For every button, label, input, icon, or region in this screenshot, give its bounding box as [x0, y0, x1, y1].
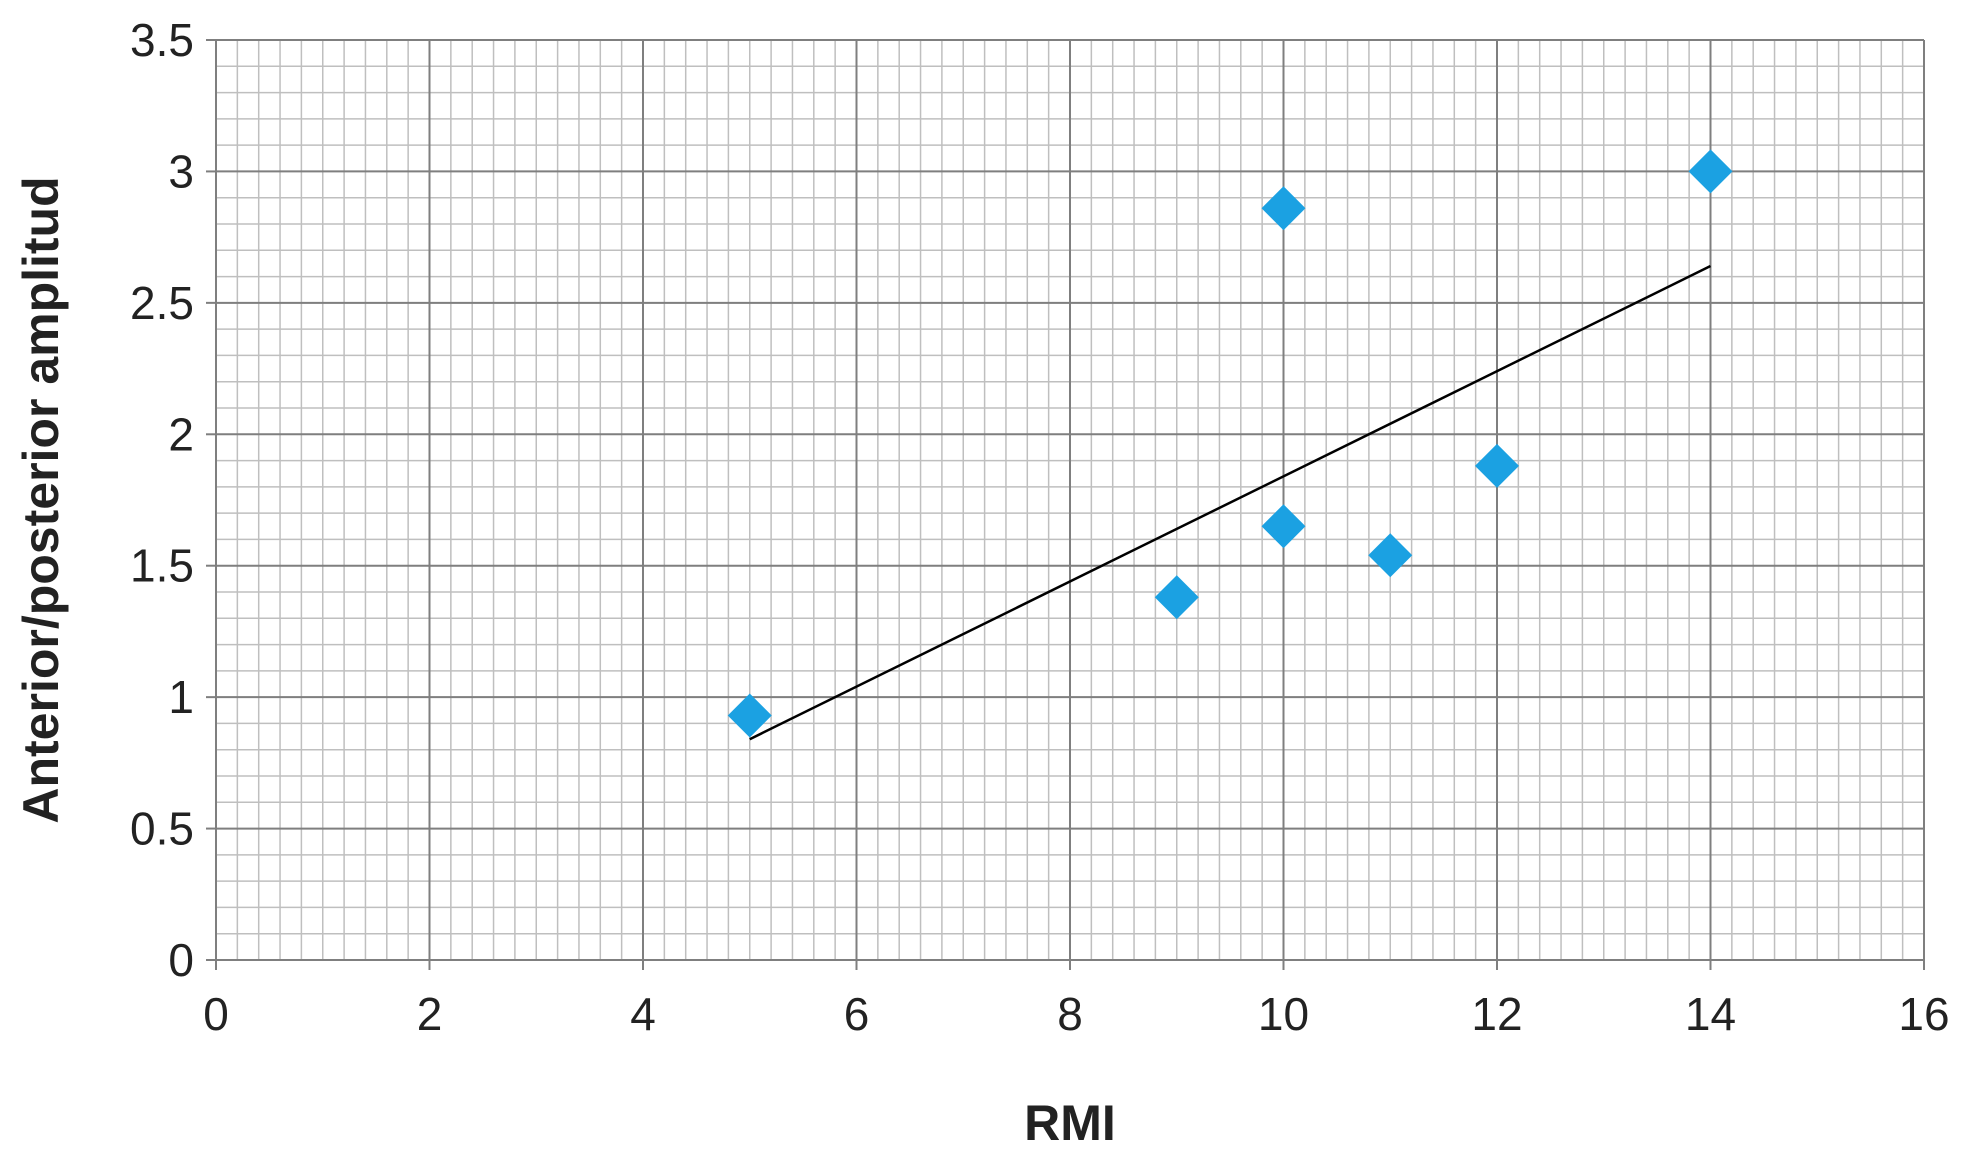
trendline-layer — [749, 264, 1712, 741]
data-point-diamond — [727, 693, 772, 738]
x-tick-label: 4 — [630, 988, 656, 1040]
data-point-diamond — [1475, 443, 1519, 488]
x-tick-label: 12 — [1471, 988, 1522, 1040]
data-point-diamond — [1368, 533, 1413, 578]
y-tick-label: 2.5 — [130, 277, 194, 329]
y-tick-label: 3.5 — [130, 14, 194, 66]
data-point-diamond — [1261, 504, 1306, 549]
data-point-diamond — [1154, 575, 1199, 620]
x-tick-label: 10 — [1258, 988, 1309, 1040]
x-tick-label: 2 — [417, 988, 443, 1040]
x-tick-label: 8 — [1057, 988, 1083, 1040]
x-axis-title: RMI — [1024, 1095, 1116, 1151]
y-axis-ticks: 0 0.5 1 1.5 2 2.5 3 3.5 — [130, 14, 216, 986]
y-tick-label: 0.5 — [130, 803, 194, 855]
y-tick-label: 0 — [168, 934, 194, 986]
x-tick-label: 6 — [844, 988, 870, 1040]
x-tick-label: 0 — [203, 988, 229, 1040]
trendline — [749, 264, 1712, 741]
y-tick-label: 2 — [168, 408, 194, 460]
x-tick-label: 14 — [1685, 988, 1736, 1040]
data-point-diamond — [1261, 186, 1306, 231]
data-points — [727, 149, 1733, 738]
x-tick-label: 16 — [1898, 988, 1949, 1040]
y-tick-label: 3 — [168, 145, 194, 197]
y-tick-label: 1 — [168, 671, 194, 723]
y-axis-title: Anterior/posterior amplitud — [13, 176, 69, 823]
y-tick-label: 1.5 — [130, 540, 194, 592]
data-point-diamond — [1688, 149, 1733, 194]
x-axis-ticks: 0 2 4 6 8 10 12 14 16 — [203, 960, 1950, 1040]
